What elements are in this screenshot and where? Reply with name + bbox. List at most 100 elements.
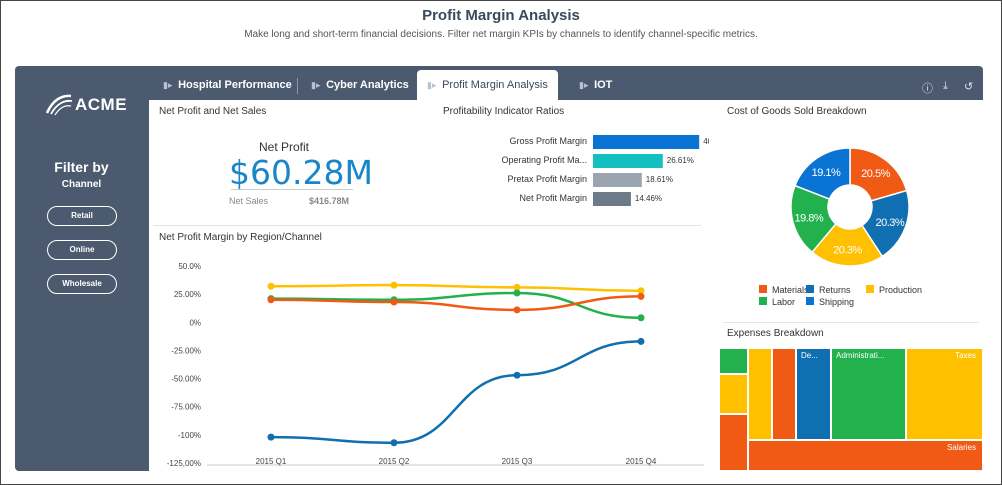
net-profit-label: Net Profit: [259, 140, 310, 154]
page-subtitle: Make long and short-term financial decis…: [244, 29, 758, 40]
bar-value-label: 40.5%: [703, 137, 709, 146]
filter-title: Filter by: [54, 159, 109, 175]
region-line-chart: 50.0% 25.00% 0% -25.00% -50.00% -75.00% -100% -…: [167, 262, 704, 468]
legend-label: Shipping: [819, 297, 854, 307]
filter-retail-button[interactable]: Retail: [47, 206, 117, 226]
net-sales-value: $416.78M: [309, 196, 350, 206]
treemap-cell-salaries[interactable]: Salaries: [748, 440, 983, 471]
legend-swatch: [759, 297, 767, 305]
dashboard: ACME Filter by Channel Retail Online Who…: [15, 66, 983, 471]
y-tick-label: 50.0%: [178, 262, 201, 271]
donut-slice-label: 20.3%: [833, 244, 862, 256]
tab-chevron-icon: ▮▸: [311, 80, 321, 90]
bar-category-label: Net Profit Margin: [519, 193, 587, 203]
data-point: [637, 287, 645, 295]
series-line: [270, 295, 642, 312]
treemap-cell-taxes[interactable]: Taxes: [906, 348, 983, 440]
legend-label: Labor: [772, 297, 795, 307]
y-tick-label: -100%: [178, 431, 201, 440]
acme-logo-icon: [45, 94, 73, 116]
tab-chevron-icon: ▮▸: [163, 80, 173, 90]
net-profit-panel-title: Net Profit and Net Sales: [159, 106, 267, 117]
y-tick-label: -50.00%: [171, 375, 201, 384]
sidebar: ACME Filter by Channel Retail Online Who…: [15, 66, 148, 471]
data-point: [267, 282, 275, 290]
x-tick-label: 2015 Q2: [379, 457, 410, 466]
bar: [593, 154, 663, 168]
bar-value-label: 18.61%: [646, 175, 673, 184]
net-profit-value: $60.28M: [229, 153, 373, 192]
tab-iot[interactable]: ▮▸ IOT: [579, 70, 612, 100]
legend-label: Materials: [772, 285, 809, 295]
bar: [593, 135, 700, 149]
legend-label: Production: [879, 285, 922, 295]
kpi-divider: [231, 189, 353, 190]
data-point: [637, 337, 645, 345]
x-tick-label: 2015 Q1: [256, 457, 287, 466]
treemap-label: Administrati...: [836, 351, 885, 360]
bar: [593, 173, 642, 187]
filter-wholesale-button[interactable]: Wholesale: [47, 274, 117, 294]
data-point: [513, 289, 521, 297]
treemap-label: De...: [801, 351, 818, 360]
tab-profit-margin-analysis[interactable]: ▮▸ Profit Margin Analysis: [417, 70, 558, 100]
treemap-cell[interactable]: [748, 348, 772, 440]
data-point: [513, 306, 521, 314]
bar-category-label: Gross Profit Margin: [509, 136, 587, 146]
bar-value-label: 14.46%: [635, 194, 662, 203]
data-point: [390, 439, 398, 447]
treemap-cell-de[interactable]: De...: [796, 348, 831, 440]
data-point: [267, 296, 275, 304]
bar-category-label: Operating Profit Ma...: [501, 155, 587, 165]
treemap-cell[interactable]: [772, 348, 796, 440]
tab-label: Profit Margin Analysis: [442, 79, 548, 91]
legend-swatch: [806, 285, 814, 293]
legend-swatch: [866, 285, 874, 293]
treemap-cell[interactable]: [719, 348, 748, 374]
expenses-panel-title: Expenses Breakdown: [727, 328, 824, 339]
net-sales-label: Net Sales: [229, 196, 269, 206]
treemap-cell[interactable]: [719, 374, 748, 414]
tab-label: Cyber Analytics: [326, 79, 409, 91]
bar: [593, 192, 631, 206]
y-tick-label: -25.00%: [171, 346, 201, 355]
page-title: Profit Margin Analysis: [422, 7, 580, 24]
bar-category-label: Pretax Profit Margin: [507, 174, 587, 184]
treemap-cell[interactable]: [719, 414, 748, 471]
tab-separator: [297, 78, 298, 94]
legend-swatch: [806, 297, 814, 305]
treemap-label: Taxes: [955, 351, 976, 360]
tab-label: Hospital Performance: [178, 79, 292, 91]
legend-swatch: [759, 285, 767, 293]
bar-value-label: 26.61%: [667, 156, 694, 165]
series-line: [270, 283, 642, 293]
donut-slice-label: 19.8%: [794, 213, 823, 225]
reset-icon[interactable]: ↺: [964, 81, 974, 93]
donut-slice-label: 19.1%: [812, 167, 841, 179]
data-point: [637, 292, 645, 300]
expenses-treemap: De... Administrati... Taxes Salaries: [719, 348, 983, 471]
info-icon[interactable]: ⓘ: [922, 83, 933, 95]
panel-divider: [153, 225, 701, 226]
treemap-label: Salaries: [947, 443, 976, 452]
tab-chevron-icon: ▮▸: [579, 80, 589, 90]
tab-cyber-analytics[interactable]: ▮▸ Cyber Analytics: [311, 70, 409, 100]
donut-slice-label: 20.3%: [875, 217, 904, 229]
ratios-bar-chart: Gross Profit Margin 40.5% Operating Profit…: [501, 135, 709, 206]
tab-hospital-performance[interactable]: ▮▸ Hospital Performance: [163, 70, 292, 100]
download-icon[interactable]: ⤓: [943, 80, 948, 92]
ratios-panel-title: Profitability Indicator Ratios: [443, 106, 565, 117]
y-tick-label: -75.00%: [171, 403, 201, 412]
panel-divider: [723, 322, 979, 323]
series-line: [270, 291, 642, 320]
data-point: [637, 314, 645, 322]
data-point: [513, 283, 521, 291]
cogs-panel-title: Cost of Goods Sold Breakdown: [727, 106, 867, 117]
region-panel-title: Net Profit Margin by Region/Channel: [159, 232, 322, 243]
treemap-cell-administration[interactable]: Administrati...: [831, 348, 906, 440]
tab-label: IOT: [594, 79, 613, 91]
y-tick-label: 25.00%: [174, 290, 201, 299]
filter-online-button[interactable]: Online: [47, 240, 117, 260]
tab-chevron-icon: ▮▸: [427, 80, 437, 90]
donut-slice-label: 20.5%: [861, 168, 890, 180]
